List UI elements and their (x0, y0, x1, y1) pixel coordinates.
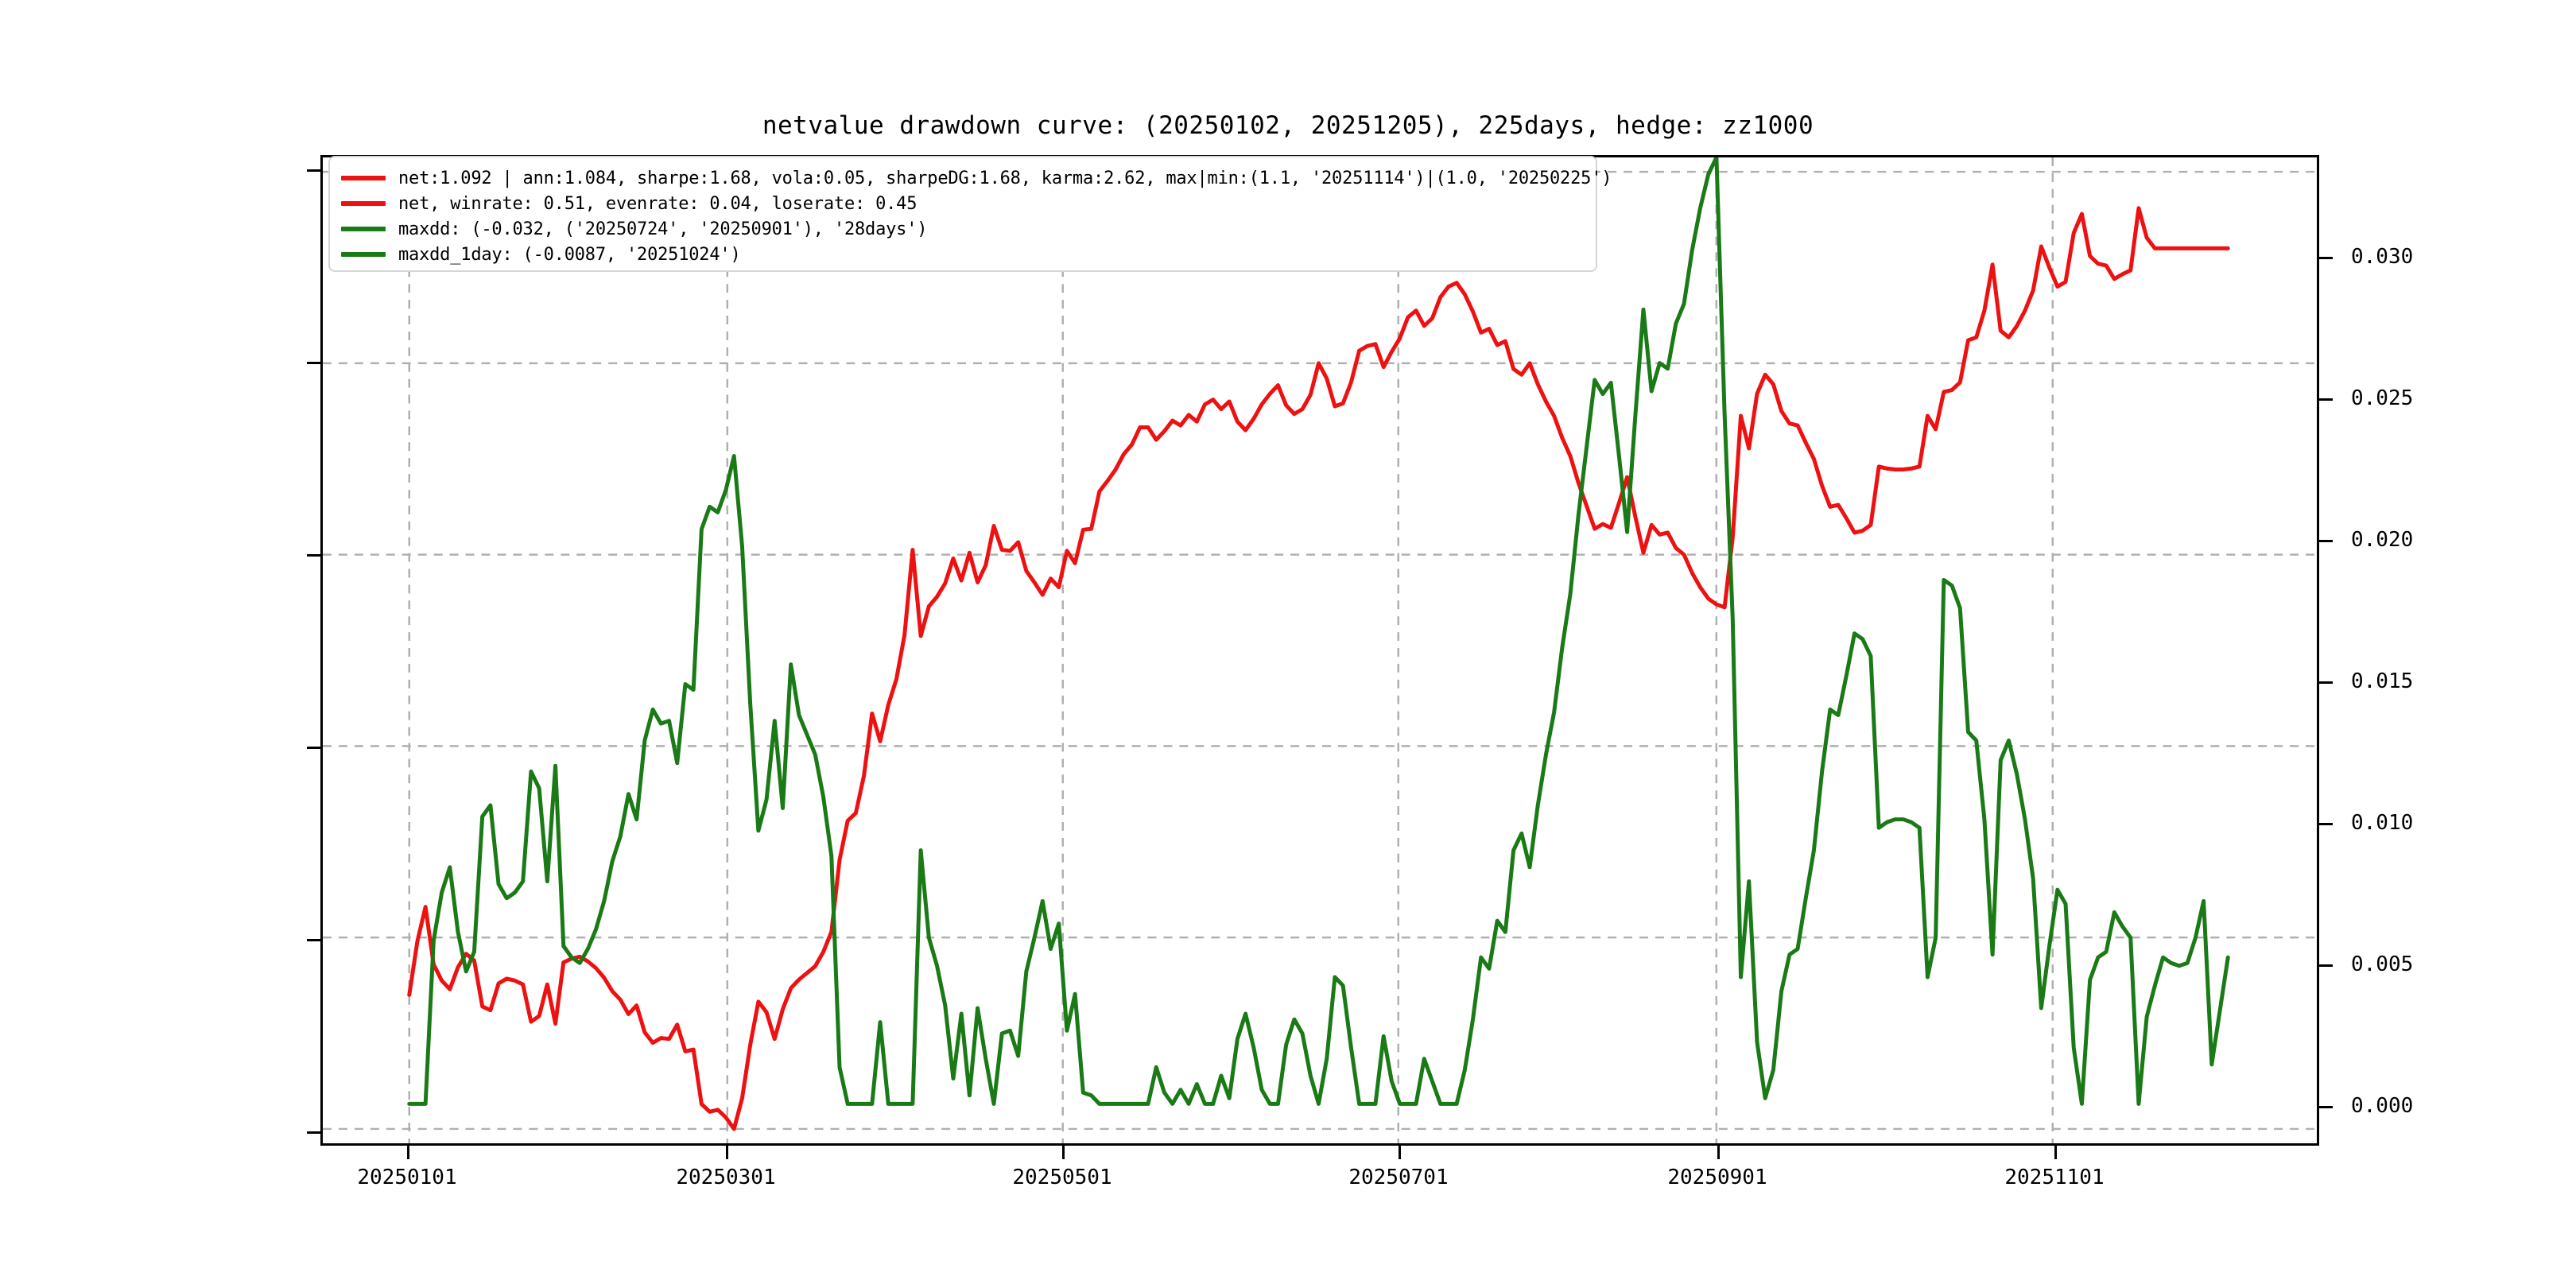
legend-item[interactable]: maxdd_1day: (-0.0087, '20251024') (341, 242, 1596, 267)
x-axis-tick-label: 20251101 (2004, 1166, 2105, 1189)
right-axis-tick-mark (2319, 1106, 2333, 1109)
legend-item-label: net:1.092 | ann:1.084, sharpe:1.68, vola… (398, 168, 1612, 188)
right-axis-tick-label: 0.010 (2351, 811, 2414, 836)
grid-lines (323, 157, 2317, 1143)
legend-item[interactable]: net, winrate: 0.51, evenrate: 0.04, lose… (341, 191, 1596, 216)
x-axis-tick-label: 20250701 (1348, 1166, 1449, 1189)
right-axis-tick-mark (2319, 823, 2333, 826)
chart-title: netvalue drawdown curve: (20250102, 2025… (762, 111, 1814, 140)
left-axis-tick-mark (307, 554, 320, 557)
right-axis-tick-label: 0.025 (2351, 386, 2414, 411)
left-axis-tick-mark (307, 938, 320, 941)
x-axis-tick-mark (407, 1146, 409, 1159)
x-axis-tick-mark (726, 1146, 728, 1159)
right-axis-tick-label: 0.030 (2351, 245, 2414, 270)
right-axis-tick-label: 0.005 (2351, 952, 2414, 977)
legend-color-swatch (341, 201, 386, 206)
legend-item-label: maxdd: (-0.032, ('20250724', '20250901')… (398, 219, 928, 239)
series-line-net (407, 206, 2230, 1131)
x-axis-tick-label: 20250301 (676, 1166, 776, 1189)
plot-area (320, 155, 2319, 1146)
right-axis-tick-mark (2319, 257, 2333, 260)
legend-color-swatch (341, 227, 386, 231)
legend-item[interactable]: net:1.092 | ann:1.084, sharpe:1.68, vola… (341, 165, 1612, 191)
right-axis-tick-mark (2319, 540, 2333, 543)
legend-item[interactable]: maxdd: (-0.032, ('20250724', '20250901')… (341, 216, 1596, 242)
legend-item-label: net, winrate: 0.51, evenrate: 0.04, lose… (398, 193, 918, 214)
chart-legend[interactable]: net:1.092 | ann:1.084, sharpe:1.68, vola… (328, 156, 1612, 272)
left-axis-tick-mark (307, 746, 320, 749)
legend-color-swatch (341, 252, 386, 257)
series-line-maxdd (407, 157, 2230, 1106)
x-axis-tick-label: 20250501 (1012, 1166, 1112, 1189)
x-axis-tick-mark (1399, 1146, 1401, 1159)
x-axis-tick-mark (1062, 1146, 1065, 1159)
right-axis-tick-mark (2319, 681, 2333, 685)
left-axis-tick-mark (307, 1131, 320, 1134)
left-axis-tick-mark (307, 169, 320, 173)
right-axis-tick-mark (2319, 398, 2333, 402)
x-axis-tick-label: 20250901 (1667, 1166, 1767, 1189)
right-axis-tick-mark (2319, 964, 2333, 968)
x-axis-tick-label: 20250101 (357, 1166, 457, 1189)
right-axis-tick-label: 0.015 (2351, 669, 2414, 694)
right-axis-tick-label: 0.000 (2351, 1094, 2414, 1119)
legend-item-label: maxdd_1day: (-0.0087, '20251024') (398, 244, 741, 265)
x-axis-tick-mark (1717, 1146, 1720, 1159)
plot-svg (323, 157, 2317, 1143)
left-axis-tick-mark (307, 362, 320, 365)
series-lines (407, 157, 2230, 1131)
x-axis-tick-mark (2054, 1146, 2057, 1159)
right-axis-tick-label: 0.020 (2351, 528, 2414, 553)
legend-color-swatch (341, 176, 386, 180)
